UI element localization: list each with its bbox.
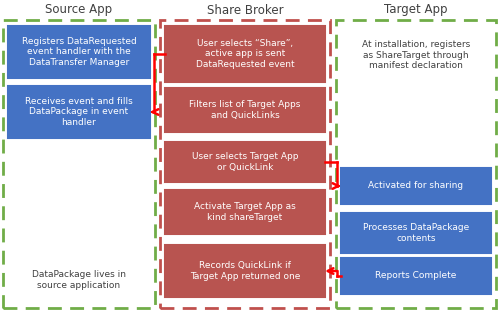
FancyBboxPatch shape xyxy=(341,213,491,253)
Text: Filters list of Target Apps
and QuickLinks: Filters list of Target Apps and QuickLin… xyxy=(190,100,300,120)
Text: Processes DataPackage
contents: Processes DataPackage contents xyxy=(363,223,469,243)
FancyBboxPatch shape xyxy=(165,245,325,297)
Text: Reports Complete: Reports Complete xyxy=(376,271,456,280)
Text: Registers DataRequested
event handler with the
DataTransfer Manager: Registers DataRequested event handler wi… xyxy=(22,37,136,67)
FancyBboxPatch shape xyxy=(165,142,325,182)
Text: Source App: Source App xyxy=(46,4,112,17)
FancyBboxPatch shape xyxy=(165,26,325,82)
FancyBboxPatch shape xyxy=(341,168,491,204)
FancyBboxPatch shape xyxy=(341,258,491,294)
Text: User selects “Share”,
active app is sent
DataRequested event: User selects “Share”, active app is sent… xyxy=(196,39,294,69)
Text: User selects Target App
or QuickLink: User selects Target App or QuickLink xyxy=(192,152,298,172)
Text: Activate Target App as
kind shareTarget: Activate Target App as kind shareTarget xyxy=(194,202,296,222)
FancyBboxPatch shape xyxy=(8,86,150,138)
Text: Share Broker: Share Broker xyxy=(206,4,284,17)
Text: Target App: Target App xyxy=(384,4,448,17)
FancyBboxPatch shape xyxy=(165,88,325,132)
FancyBboxPatch shape xyxy=(165,190,325,234)
Text: DataPackage lives in
source application: DataPackage lives in source application xyxy=(32,270,126,290)
Text: At installation, registers
as ShareTarget through
manifest declaration: At installation, registers as ShareTarge… xyxy=(362,40,470,70)
Text: Activated for sharing: Activated for sharing xyxy=(368,182,464,190)
FancyBboxPatch shape xyxy=(8,26,150,78)
Text: Records QuickLink if
Target App returned one: Records QuickLink if Target App returned… xyxy=(190,261,300,281)
Text: Receives event and fills
DataPackage in event
handler: Receives event and fills DataPackage in … xyxy=(25,97,133,127)
